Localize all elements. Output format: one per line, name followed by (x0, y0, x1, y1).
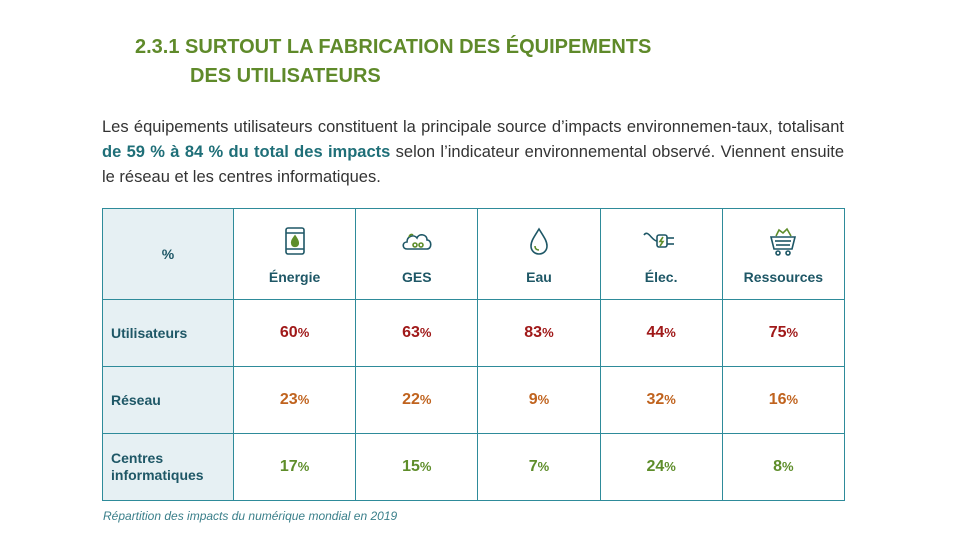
table-caption: Répartition des impacts du numérique mon… (103, 509, 398, 523)
cell-value: 44% (599, 299, 723, 367)
table-header-row: % Énergie (102, 208, 846, 300)
table-row-centres-informatiques: Centres informatiques 17% 15% 7% 24% 8% (102, 433, 846, 501)
value-number: 16 (768, 391, 787, 408)
cell-value: 24% (599, 433, 723, 501)
column-label-elec: Élec. (644, 269, 678, 285)
value-unit: % (664, 459, 676, 474)
column-header-elec: Élec. (599, 208, 723, 300)
column-header-ressources: Ressources (721, 208, 846, 300)
cloud-icon (357, 223, 476, 261)
value-unit: % (297, 325, 310, 340)
value-number: 15 (402, 458, 420, 475)
row-label-reseau: Réseau (102, 366, 234, 434)
value-number: 44 (646, 324, 665, 341)
value-unit: % (419, 459, 432, 474)
section-title-line2: DES UTILISATEURS (190, 65, 381, 87)
value-number: 8 (773, 458, 783, 475)
value-unit: % (297, 392, 310, 407)
electric-plug-icon (602, 223, 721, 261)
value-unit: % (542, 325, 554, 340)
column-header-eau: Eau (477, 208, 601, 300)
value-number: 63 (402, 324, 420, 341)
value-number: 83 (524, 324, 543, 341)
cell-value: 63% (355, 299, 479, 367)
value-number: 75 (768, 324, 787, 341)
cell-value: 8% (721, 433, 846, 501)
column-header-energie: Énergie (232, 208, 357, 300)
intro-paragraph: Les équipements utilisateurs constituent… (102, 115, 844, 190)
value-unit: % (419, 392, 432, 407)
value-number: 24 (646, 458, 665, 475)
value-number: 22 (402, 391, 420, 408)
column-label-eau: Eau (526, 269, 552, 285)
table-corner-cell: % (102, 208, 234, 300)
section-title-line1: 2.3.1 SURTOUT LA FABRICATION DES ÉQUIPEM… (135, 36, 652, 58)
table-row-utilisateurs: Utilisateurs 60% 63% 83% 44% 75% (102, 299, 846, 367)
value-number: 17 (279, 458, 298, 475)
intro-text-start: Les équipements utilisateurs constituent… (102, 118, 844, 136)
column-label-ges: GES (401, 269, 432, 285)
value-number: 9 (528, 391, 538, 408)
cell-value: 17% (232, 433, 357, 501)
cell-value: 83% (477, 299, 601, 367)
intro-highlight: de 59 % à 84 % du total des impacts (102, 143, 391, 161)
value-number: 23 (279, 391, 298, 408)
water-drop-icon (479, 223, 598, 261)
cell-value: 9% (477, 366, 601, 434)
column-label-ressources: Ressources (743, 269, 824, 285)
value-unit: % (419, 325, 432, 340)
table-row-reseau: Réseau 23% 22% 9% 32% 16% (102, 366, 846, 434)
cell-value: 7% (477, 433, 601, 501)
value-number: 60 (279, 324, 298, 341)
value-number: 7 (528, 458, 538, 475)
mine-cart-icon (724, 223, 843, 261)
cell-value: 60% (232, 299, 357, 367)
value-unit: % (664, 325, 676, 340)
row-label-centres-informatiques: Centres informatiques (102, 433, 234, 501)
cell-value: 22% (355, 366, 479, 434)
column-header-ges: GES (355, 208, 479, 300)
impacts-table: % Énergie (102, 208, 846, 501)
cell-value: 75% (721, 299, 846, 367)
row-label-utilisateurs: Utilisateurs (102, 299, 234, 367)
column-label-energie: Énergie (268, 269, 321, 285)
value-unit: % (786, 392, 799, 407)
value-unit: % (786, 325, 799, 340)
fuel-barrel-icon (235, 223, 354, 261)
value-unit: % (297, 459, 310, 474)
cell-value: 16% (721, 366, 846, 434)
value-number: 32 (646, 391, 665, 408)
value-unit: % (537, 459, 550, 474)
value-unit: % (537, 392, 550, 407)
cell-value: 15% (355, 433, 479, 501)
intro-text-end: selon l’indicateur environnemental obser… (102, 143, 844, 186)
cell-value: 32% (599, 366, 723, 434)
section-heading: 2.3.1 SURTOUT LA FABRICATION DES ÉQUIPEM… (135, 33, 651, 91)
value-unit: % (664, 392, 676, 407)
cell-value: 23% (232, 366, 357, 434)
value-unit: % (782, 459, 794, 474)
